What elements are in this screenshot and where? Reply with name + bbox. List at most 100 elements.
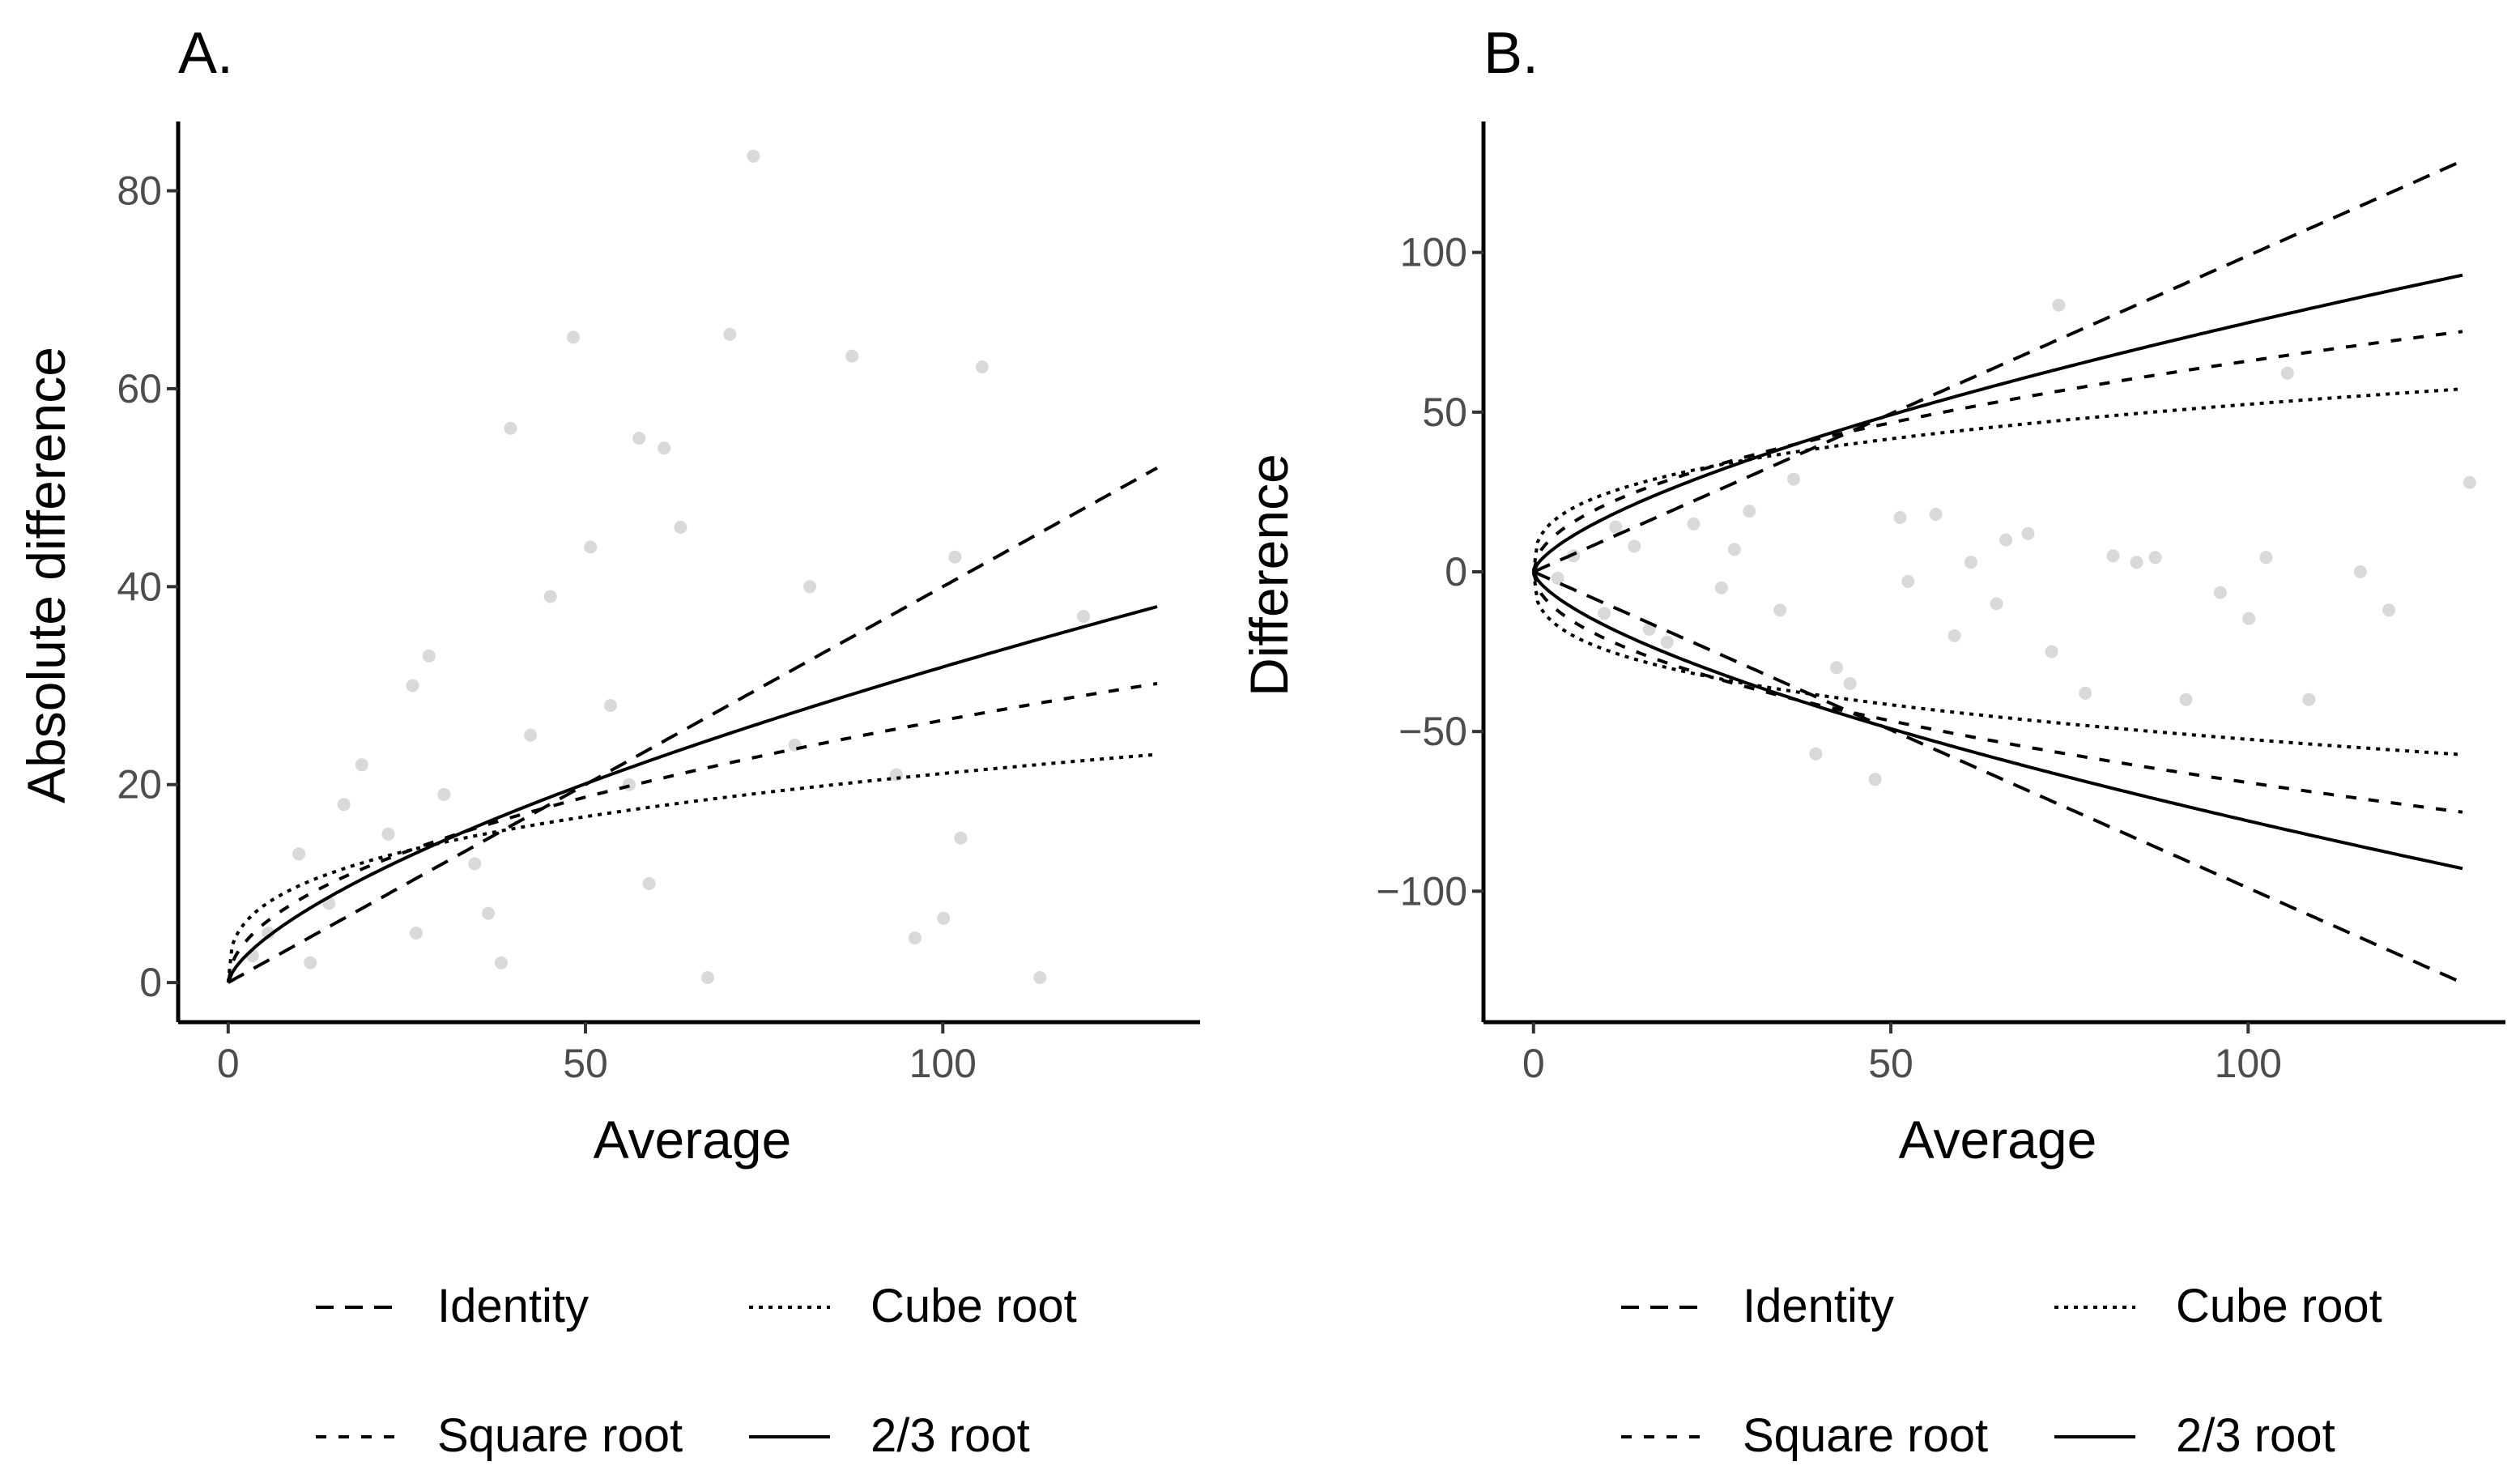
data-point [543,590,557,603]
data-point [948,550,962,564]
curve-square-root-upper [226,681,1158,983]
panel-label: A. [178,21,233,86]
data-point [845,349,859,363]
data-point [642,876,656,890]
data-point [2148,551,2162,565]
curve-identity-lower [1532,570,2463,985]
data-point [2353,565,2367,578]
data-point [1964,556,1977,569]
fitted-curves [226,466,1158,984]
y-tick-label: −50 [1398,709,1467,754]
y-tick-label: 50 [1422,390,1467,435]
legend-label: Cube root [2176,1280,2382,1332]
y-tick-label: 60 [117,366,162,411]
curve-identity-upper [227,466,1158,984]
data-point [524,728,538,742]
panel-label: B. [1483,21,1539,86]
data-point [2106,549,2120,563]
data-point [700,971,714,984]
data-point [2130,556,2143,569]
legend-label: 2/3 root [871,1409,1030,1462]
curve-two-thirds-root-upper [1532,273,2463,573]
data-point [468,857,482,871]
legend-label: 2/3 root [2176,1409,2335,1462]
panel-b: B. 0 50 100 −100 −50 0 50 100 Average Differenc… [1239,21,2505,1462]
data-point [603,699,617,712]
y-axis-title: Difference [1239,454,1299,697]
data-point [584,540,598,554]
data-point [482,906,495,920]
data-point [2179,692,2193,706]
data-point [292,847,306,861]
data-point [2045,645,2058,658]
legend-label: Square root [437,1409,683,1462]
data-point [1999,533,2013,547]
data-point [1990,597,2003,611]
data-point [337,798,351,812]
y-tick-label: −100 [1376,868,1467,914]
data-point [1947,629,1961,642]
data-point [1843,677,1857,690]
y-tick-label: 0 [1445,549,1467,594]
data-point [658,441,671,455]
data-point [1830,661,1843,675]
data-point [1609,520,1623,534]
data-point [1773,603,1787,617]
data-point [504,421,517,435]
data-point [1628,539,1641,553]
x-tick-label: 100 [2215,1041,2282,1086]
data-point [1687,517,1701,531]
data-point [1598,607,1611,620]
y-axis-title: Absolute difference [16,347,76,803]
legend: Identity Square root Cube root 2/3 root [1621,1280,2382,1462]
data-point [975,360,989,374]
data-point [1809,747,1823,761]
x-tick-label: 0 [1522,1041,1545,1086]
data-point [1714,581,1728,594]
data-point [2242,612,2256,625]
data-point [2259,551,2273,565]
y-tick-label: 0 [139,960,162,1005]
legend-label: Identity [1743,1280,1894,1332]
curve-cube-root-upper [226,752,1158,983]
data-point [262,927,275,940]
data-point [381,827,395,841]
data-point [1551,571,1564,585]
data-point [723,327,737,341]
data-point [1033,971,1047,984]
data-point [674,521,687,534]
data-point [1787,472,1800,486]
x-tick-label: 50 [563,1041,608,1086]
legend: Identity Square root Cube root 2/3 root [316,1280,1077,1462]
data-point [1727,543,1741,556]
y-tick-label: 100 [1400,230,1467,275]
x-tick-label: 0 [217,1041,240,1086]
curve-square-root-upper [1531,330,2463,573]
data-point [437,787,451,801]
scatter-points [245,149,1091,984]
data-point [1901,574,1915,588]
legend-label: Square root [1743,1409,1988,1462]
data-point [1743,505,1756,518]
curve-square-root-lower [1531,571,2463,814]
data-point [908,931,922,945]
data-point [1868,773,1882,786]
data-point [494,956,508,969]
data-point [1077,610,1091,623]
data-point [2079,686,2092,700]
data-point [1893,511,1907,524]
x-axis-title: Average [1899,1110,2097,1170]
data-point [747,149,760,163]
data-point [1929,508,1943,521]
scatter-points [1551,298,2476,786]
data-point [2213,586,2227,599]
legend-label: Identity [437,1280,589,1332]
data-point [937,911,951,925]
curve-identity-upper [1532,159,2463,573]
data-point [2463,475,2476,489]
data-point [567,330,580,344]
curve-cube-root-upper [1531,387,2463,573]
data-point [1660,635,1674,649]
data-point [2280,366,2294,380]
data-point [304,956,317,969]
